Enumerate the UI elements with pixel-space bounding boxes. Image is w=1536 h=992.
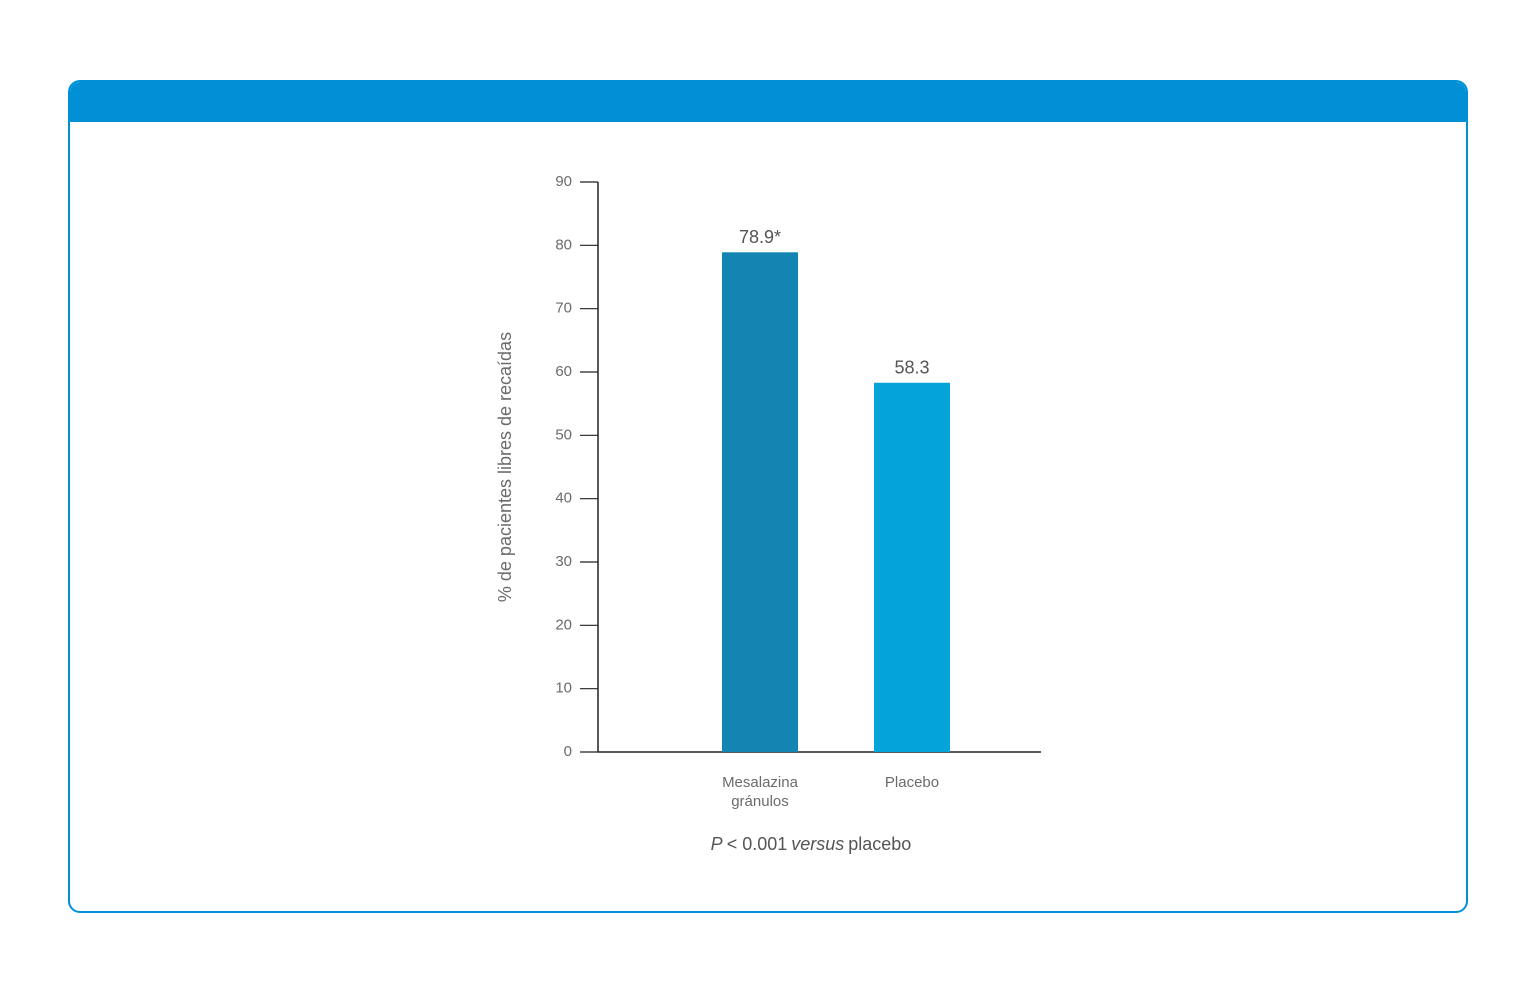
footnote-part: versus: [791, 834, 845, 854]
value-label: 58.3: [894, 358, 929, 378]
y-tick-label: 0: [564, 743, 572, 760]
value-label: 78.9*: [739, 227, 781, 247]
x-tick-label: Placebo: [884, 774, 940, 791]
y-tick-label: 90: [555, 173, 572, 190]
card: [68, 80, 1468, 913]
footnote-part: < 0.001: [726, 834, 788, 854]
bar: [874, 382, 950, 752]
y-tick-label: 20: [555, 616, 572, 633]
card-header: [70, 82, 1466, 122]
y-tick-label: 30: [555, 553, 572, 570]
bar: [722, 252, 798, 753]
y-tick-label: 50: [555, 426, 572, 443]
y-tick-label: 10: [555, 680, 572, 697]
footnote-part: placebo: [848, 834, 912, 854]
y-tick-label: 80: [555, 236, 572, 253]
footnote: P < 0.001 versus placebo: [611, 834, 1011, 855]
y-tick-label: 70: [555, 300, 572, 317]
y-tick-label: 60: [555, 363, 572, 380]
footnote-part: P: [710, 834, 723, 854]
y-axis-label: % de pacientes libres de recaídas: [495, 332, 515, 602]
x-tick-label: Mesalazina gránulos: [722, 774, 798, 810]
y-tick-label: 40: [555, 490, 572, 507]
